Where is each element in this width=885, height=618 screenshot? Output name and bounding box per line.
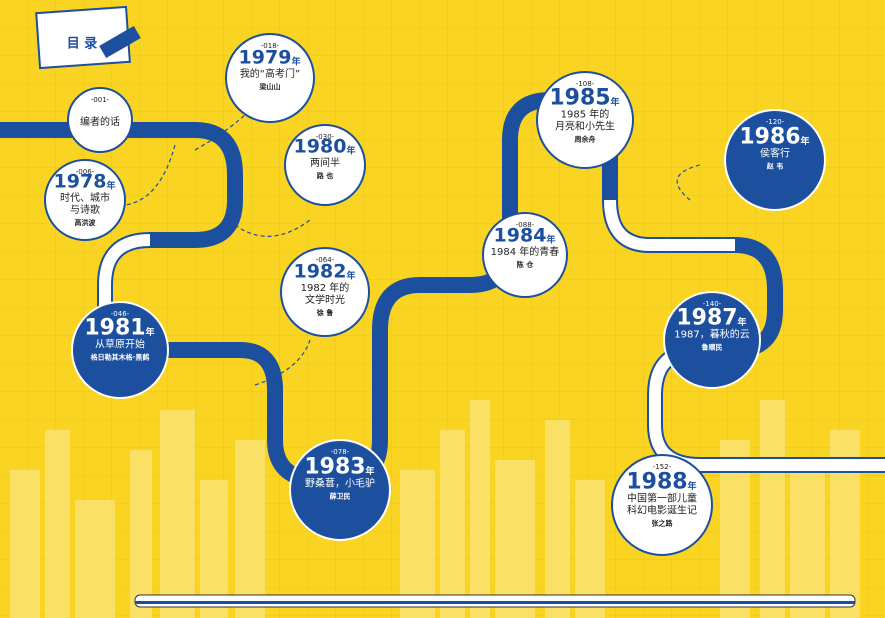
year-unit: 年 <box>346 270 355 282</box>
year-unit: 年 <box>365 465 374 477</box>
entry-year: 1984 <box>494 225 547 247</box>
entry-circle <box>663 291 761 389</box>
entry-author: 梁山山 <box>259 82 281 91</box>
entry-author: 鲁顺民 <box>701 342 723 351</box>
entry-circle <box>611 454 713 556</box>
entry-circle <box>724 109 826 211</box>
entry-year: 1987 <box>676 305 737 330</box>
entry-author: 格日勒其木格·黑鹤 <box>91 352 150 361</box>
entry-title: 月亮和小先生 <box>555 119 615 132</box>
toc-entry: -001- 编者的话 <box>67 87 133 153</box>
entry-circle <box>225 33 315 123</box>
entry-title: 1987，暮秋的云 <box>674 327 749 340</box>
train <box>134 594 856 608</box>
entry-circle <box>289 439 391 541</box>
entry-title: 野桑葚，小毛驴 <box>305 477 375 490</box>
page-number: -120- <box>766 118 785 126</box>
entry-year: 1979 <box>239 47 292 69</box>
entry-circle <box>536 71 634 169</box>
entry-year: 1986 <box>739 125 800 150</box>
entry-author: 路 也 <box>317 171 333 180</box>
entry-title: 从草原开始 <box>95 337 145 350</box>
entry-circle <box>67 87 133 153</box>
entry-author: 陈 仓 <box>517 260 534 269</box>
page-number: -152- <box>653 463 672 471</box>
entry-circle <box>71 301 169 399</box>
entry-year: 1981 <box>84 315 145 340</box>
entry-title: 两间半 <box>310 156 340 169</box>
entry-year: 1988 <box>626 470 687 495</box>
entry-author: 薛卫民 <box>330 492 351 501</box>
entry-title: 我的“高考门” <box>240 67 300 80</box>
year-unit: 年 <box>546 234 555 246</box>
year-unit: 年 <box>145 326 154 338</box>
page-number: -108- <box>576 80 595 88</box>
entry-title: 与诗歌 <box>70 203 100 216</box>
entry-author: 张之路 <box>652 519 674 528</box>
entry-year: 1978 <box>54 171 107 193</box>
year-unit: 年 <box>610 96 619 108</box>
entry-author: 高洪波 <box>75 218 97 227</box>
entry-circle <box>44 159 126 241</box>
entry-author: 赵 韦 <box>766 162 783 171</box>
page-number: -030- <box>316 133 335 141</box>
entry-year: 1980 <box>294 136 347 158</box>
entry-circle <box>284 124 366 206</box>
toc-entry: -018-1979 年我的“高考门” 梁山山 <box>225 33 315 123</box>
page-number: -006- <box>76 168 95 176</box>
entry-title: 编者的话 <box>80 115 120 128</box>
year-unit: 年 <box>291 56 300 68</box>
entry-title: 时代、城市 <box>60 191 110 204</box>
page-number: -088- <box>516 221 535 229</box>
entry-title: 文学时光 <box>305 293 345 306</box>
page-number: -140- <box>703 300 722 308</box>
entry-title: 科幻电影诞生记 <box>627 504 697 517</box>
skyline <box>10 400 860 618</box>
year-unit: 年 <box>106 180 115 192</box>
entry-year: 1982 <box>294 261 347 283</box>
year-unit: 年 <box>800 135 809 147</box>
entry-year: 1985 <box>549 85 610 110</box>
entry-title: 中国第一部儿童 <box>627 492 697 505</box>
entry-circle <box>280 247 370 337</box>
year-unit: 年 <box>687 480 696 492</box>
entry-title: 1982 年的 <box>301 281 350 294</box>
entry-title: 1985 年的 <box>561 107 610 120</box>
entry-title: 1984 年的青春 <box>491 245 560 258</box>
page-number: -001- <box>91 96 110 104</box>
page-number: -018- <box>261 42 280 50</box>
page-number: -078- <box>331 448 350 456</box>
page-number: -064- <box>316 256 335 264</box>
entry-title: 侯客行 <box>760 147 790 160</box>
header-tag: 目 录 <box>35 5 141 70</box>
dashed-arrows <box>124 109 701 386</box>
entry-year: 1983 <box>304 455 365 480</box>
header-title: 目 录 <box>67 37 98 52</box>
page-number: -046- <box>111 310 130 318</box>
entry-circle <box>482 212 568 298</box>
year-unit: 年 <box>346 145 355 157</box>
entry-author: 徐 鲁 <box>316 308 333 317</box>
year-unit: 年 <box>737 316 746 328</box>
entry-author: 周余舟 <box>575 134 596 143</box>
